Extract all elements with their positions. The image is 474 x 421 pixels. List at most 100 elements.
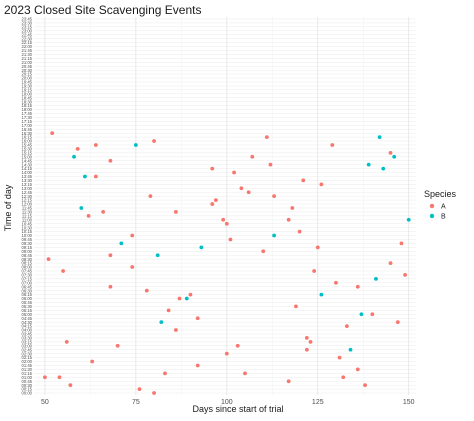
y-tick-label: 07:15 bbox=[22, 276, 33, 281]
data-point-a bbox=[177, 296, 182, 301]
data-point-a bbox=[108, 284, 113, 289]
data-point-b bbox=[406, 217, 411, 222]
data-point-a bbox=[235, 343, 240, 348]
y-tick-label: 21:45 bbox=[22, 48, 33, 53]
data-point-b bbox=[392, 154, 397, 159]
data-point-a bbox=[152, 139, 156, 143]
y-tick-label: 13:00 bbox=[22, 186, 33, 191]
data-point-a bbox=[337, 355, 342, 360]
legend-label-b: B bbox=[441, 214, 446, 221]
data-point-a bbox=[214, 198, 218, 202]
data-point-a bbox=[334, 280, 338, 285]
y-tick-label: 17:45 bbox=[22, 111, 33, 116]
y-tick-label: 05:45 bbox=[22, 300, 33, 305]
y-tick-label: 09:45 bbox=[22, 237, 33, 242]
y-tick-label: 00:45 bbox=[22, 379, 33, 384]
y-tick-label: 09:30 bbox=[22, 241, 33, 246]
data-point-a bbox=[243, 371, 247, 376]
data-points bbox=[43, 131, 411, 395]
data-point-a bbox=[93, 143, 98, 147]
y-tick-label: 14:30 bbox=[22, 162, 33, 167]
data-point-a bbox=[399, 241, 404, 246]
data-point-a bbox=[304, 347, 309, 352]
data-point-b bbox=[377, 135, 382, 139]
y-tick-label: 04:30 bbox=[22, 320, 33, 325]
data-point-a bbox=[221, 217, 226, 222]
y-tick-label: 11:30 bbox=[22, 210, 33, 215]
y-tick-label: 21:00 bbox=[22, 60, 33, 65]
y-tick-label: 08:45 bbox=[22, 253, 33, 258]
data-point-a bbox=[403, 273, 407, 277]
data-point-a bbox=[90, 359, 95, 364]
y-tick-label: 17:00 bbox=[22, 123, 33, 128]
y-tick-label: 08:15 bbox=[22, 261, 33, 266]
data-point-b bbox=[184, 296, 189, 301]
y-tick-label: 06:15 bbox=[22, 292, 33, 297]
data-point-a bbox=[75, 147, 80, 151]
data-point-a bbox=[315, 245, 320, 250]
data-point-a bbox=[46, 257, 51, 262]
y-tick-label: 05:00 bbox=[22, 312, 33, 317]
data-point-a bbox=[388, 150, 393, 155]
y-tick-label: 11:15 bbox=[22, 213, 33, 218]
y-tick-label: 16:45 bbox=[22, 127, 33, 132]
y-tick-label: 15:00 bbox=[22, 154, 33, 159]
chart-title: 2023 Closed Site Scavenging Events bbox=[4, 3, 201, 17]
y-tick-label: 13:15 bbox=[22, 182, 33, 187]
data-point-a bbox=[246, 190, 251, 195]
x-tick-label: 100 bbox=[221, 399, 233, 406]
data-point-a bbox=[395, 320, 400, 325]
y-tick-label: 13:45 bbox=[22, 174, 33, 179]
data-point-a bbox=[363, 383, 367, 388]
y-tick-label: 10:00 bbox=[22, 233, 33, 238]
y-tick-label: 21:15 bbox=[22, 56, 33, 61]
y-tick-label: 08:00 bbox=[22, 265, 33, 270]
data-point-a bbox=[173, 328, 178, 332]
y-tick-label: 01:15 bbox=[22, 371, 33, 376]
y-tick-label: 10:15 bbox=[22, 229, 33, 234]
x-tick-label: 125 bbox=[312, 399, 324, 406]
y-tick-label: 01:30 bbox=[22, 367, 33, 372]
y-tick-label: 15:30 bbox=[22, 147, 33, 152]
data-point-a bbox=[232, 170, 236, 175]
data-point-a bbox=[290, 206, 295, 210]
legend-items: AB bbox=[429, 204, 446, 221]
data-point-a bbox=[286, 217, 291, 222]
y-tick-label: 14:00 bbox=[22, 170, 33, 175]
y-tick-label: 04:45 bbox=[22, 316, 33, 321]
data-point-a bbox=[108, 253, 113, 258]
y-tick-label: 20:45 bbox=[22, 64, 33, 69]
data-point-b bbox=[133, 143, 138, 147]
y-axis-label: Time of day bbox=[3, 184, 13, 231]
y-tick-label: 00:15 bbox=[22, 387, 33, 392]
y-tick-label: 18:30 bbox=[22, 99, 33, 104]
data-point-a bbox=[188, 292, 193, 297]
data-point-a bbox=[264, 135, 269, 139]
y-tick-label: 07:45 bbox=[22, 269, 33, 274]
data-point-b bbox=[119, 241, 124, 246]
data-point-b bbox=[272, 233, 277, 238]
y-tick-label: 01:45 bbox=[22, 363, 33, 368]
data-point-a bbox=[294, 304, 298, 309]
data-point-a bbox=[370, 312, 375, 317]
data-point-b bbox=[319, 292, 324, 297]
y-tick-label: 12:00 bbox=[22, 202, 33, 207]
data-point-a bbox=[93, 174, 98, 179]
y-tick-label: 09:15 bbox=[22, 245, 33, 250]
data-point-a bbox=[210, 166, 215, 171]
data-point-a bbox=[86, 213, 91, 218]
data-point-a bbox=[228, 237, 233, 242]
data-point-a bbox=[57, 375, 62, 380]
y-tick-label: 02:00 bbox=[22, 359, 33, 364]
data-point-a bbox=[61, 269, 66, 273]
data-point-a bbox=[43, 375, 47, 380]
data-point-b bbox=[155, 253, 160, 258]
y-tick-label: 23:15 bbox=[22, 24, 33, 29]
y-tick-label: 22:30 bbox=[22, 36, 33, 41]
y-tick-label: 21:30 bbox=[22, 52, 33, 57]
data-point-a bbox=[312, 269, 317, 273]
y-tick-label: 14:45 bbox=[22, 158, 33, 163]
data-point-a bbox=[341, 375, 346, 380]
